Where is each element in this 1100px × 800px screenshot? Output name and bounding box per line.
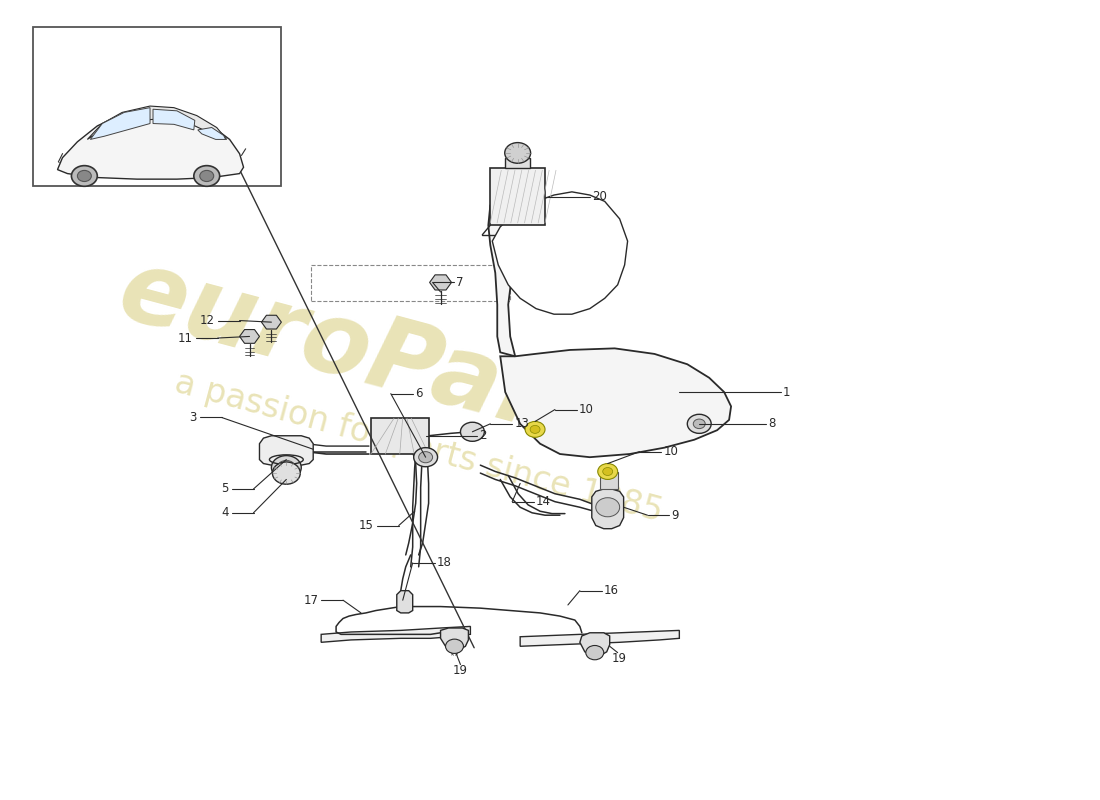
- Circle shape: [586, 646, 604, 660]
- Circle shape: [194, 166, 220, 186]
- Text: a passion for parts since 1985: a passion for parts since 1985: [170, 366, 667, 529]
- Text: 13: 13: [514, 418, 529, 430]
- Text: 15: 15: [359, 519, 374, 532]
- FancyBboxPatch shape: [33, 26, 282, 186]
- Circle shape: [72, 166, 97, 186]
- Circle shape: [603, 467, 613, 475]
- Polygon shape: [240, 330, 260, 343]
- Polygon shape: [260, 436, 313, 465]
- Circle shape: [419, 452, 432, 462]
- Circle shape: [693, 419, 705, 429]
- Text: 12: 12: [200, 314, 214, 327]
- Circle shape: [530, 426, 540, 434]
- Text: 2: 2: [480, 430, 487, 442]
- Text: 19: 19: [453, 664, 468, 677]
- Circle shape: [461, 422, 484, 442]
- Circle shape: [597, 463, 618, 479]
- Polygon shape: [505, 158, 530, 168]
- Text: 4: 4: [221, 506, 229, 519]
- Circle shape: [446, 639, 463, 654]
- Text: 18: 18: [437, 556, 451, 570]
- Circle shape: [273, 462, 300, 484]
- Text: 5: 5: [221, 482, 229, 495]
- Text: 3: 3: [189, 411, 197, 424]
- Text: 8: 8: [768, 418, 776, 430]
- Circle shape: [77, 170, 91, 182]
- Polygon shape: [580, 633, 609, 656]
- Polygon shape: [592, 489, 624, 529]
- FancyBboxPatch shape: [600, 471, 618, 489]
- Polygon shape: [397, 590, 412, 613]
- FancyBboxPatch shape: [371, 418, 429, 454]
- Polygon shape: [500, 348, 732, 457]
- Text: 10: 10: [579, 403, 594, 416]
- Circle shape: [596, 498, 619, 517]
- Polygon shape: [488, 195, 528, 356]
- Polygon shape: [198, 127, 226, 139]
- Text: 14: 14: [536, 495, 551, 508]
- Circle shape: [505, 142, 530, 163]
- Text: 17: 17: [304, 594, 318, 606]
- Polygon shape: [57, 109, 243, 179]
- Circle shape: [688, 414, 712, 434]
- FancyBboxPatch shape: [491, 168, 544, 226]
- Polygon shape: [430, 275, 451, 290]
- Polygon shape: [87, 106, 227, 139]
- Text: 20: 20: [592, 190, 607, 203]
- Polygon shape: [493, 192, 628, 314]
- Text: 6: 6: [415, 387, 422, 400]
- Text: 7: 7: [456, 276, 464, 289]
- Polygon shape: [153, 110, 195, 130]
- Polygon shape: [262, 315, 282, 329]
- Circle shape: [200, 170, 213, 182]
- Circle shape: [525, 422, 544, 438]
- Polygon shape: [520, 630, 680, 646]
- Polygon shape: [441, 628, 469, 650]
- Text: 19: 19: [612, 652, 627, 665]
- Text: euroParts: euroParts: [109, 242, 663, 478]
- Circle shape: [272, 456, 301, 479]
- Text: 9: 9: [671, 509, 679, 522]
- Polygon shape: [321, 626, 471, 642]
- Circle shape: [414, 448, 438, 466]
- Text: 10: 10: [663, 445, 679, 458]
- Text: 16: 16: [604, 584, 618, 597]
- Text: 11: 11: [178, 331, 192, 345]
- Polygon shape: [90, 108, 150, 139]
- Circle shape: [277, 460, 295, 474]
- Text: 1: 1: [783, 386, 790, 398]
